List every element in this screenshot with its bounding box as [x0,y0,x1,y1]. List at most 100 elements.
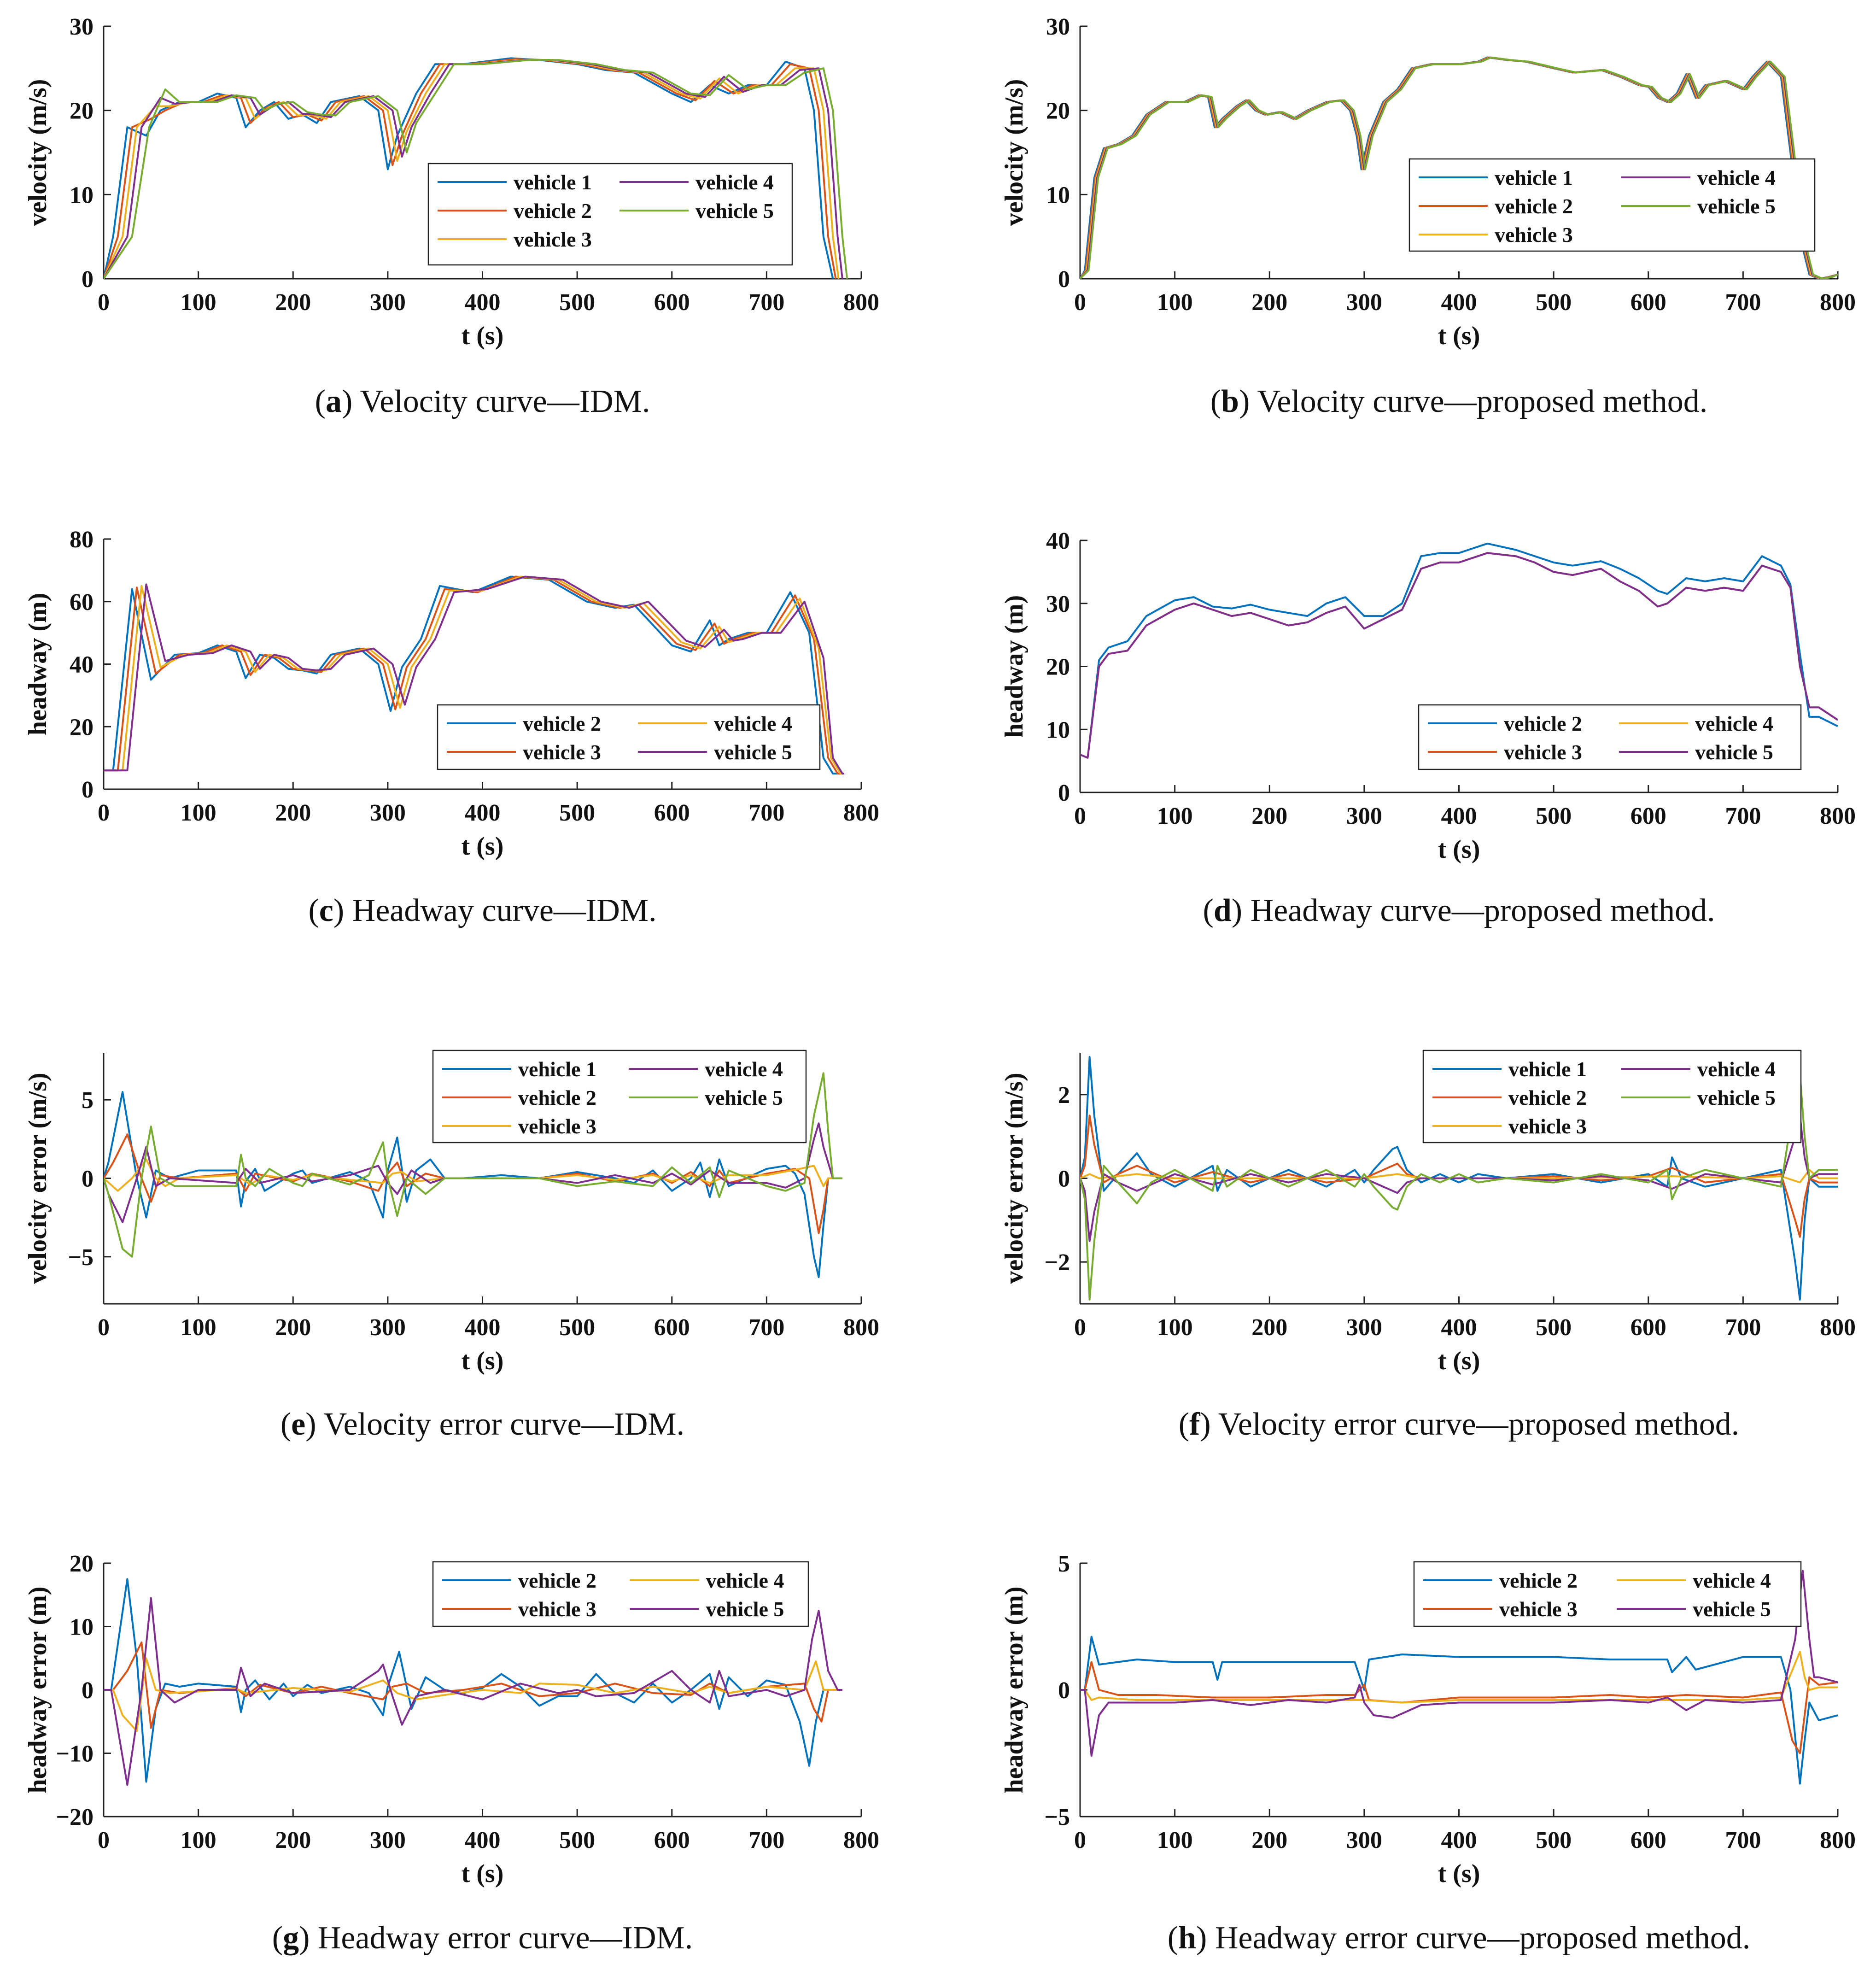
x-tick-label: 300 [370,1314,406,1341]
x-tick-label: 300 [1346,1827,1382,1853]
legend-label: vehicle 3 [518,1597,596,1621]
x-tick-label: 700 [748,1827,784,1853]
x-tick-label: 400 [1441,803,1477,829]
y-tick-label: 30 [70,14,94,40]
legend-label: vehicle 2 [518,1086,596,1109]
caption-text: Velocity curve—IDM. [360,384,650,419]
x-tick-label: 500 [1536,1827,1572,1853]
x-tick-label: 200 [1251,289,1287,316]
y-axis-label: headway error (m) [23,1587,52,1794]
x-tick-label: 200 [275,289,311,316]
series-line-vehicle-1 [1080,1056,1838,1301]
x-tick-label: 0 [1074,1827,1086,1853]
caption-letter: f [1189,1407,1200,1442]
y-tick-label: 2 [1058,1082,1070,1108]
x-tick-label: 0 [98,1827,110,1853]
x-tick-label: 200 [1251,1314,1287,1341]
x-tick-label: 100 [1157,1827,1193,1853]
y-tick-label: −20 [56,1804,94,1830]
legend-label: vehicle 2 [1499,1569,1578,1592]
x-axis-label: t (s) [1438,1859,1480,1888]
x-tick-label: 0 [98,1314,110,1341]
legend-label: vehicle 3 [1504,740,1582,764]
x-tick-label: 700 [748,1314,784,1341]
legend-label: vehicle 3 [1499,1597,1578,1621]
chart-panel-e: 0 100 200 300 400 500 600 700 800 −5 0 5 t (s) veloci… [23,1050,879,1375]
legend-label: vehicle 4 [705,1057,783,1081]
x-tick-label: 700 [1725,289,1761,316]
y-tick-label: 10 [70,182,94,208]
y-tick-label: 80 [70,527,94,553]
x-tick-label: 300 [1346,803,1382,829]
x-tick-label: 200 [275,1314,311,1341]
caption-text: Headway error curve—IDM. [317,1920,693,1956]
x-tick-label: 500 [1536,803,1572,829]
chart-panel-a: 0 100 200 300 400 500 600 700 800 0 10 20 30 t (s) vel… [23,14,879,350]
x-tick-label: 600 [1631,803,1666,829]
chart-panel-g: 0 100 200 300 400 500 600 700 800 −20 −10 0 10 20 t (s… [23,1551,879,1888]
x-tick-label: 500 [559,1314,595,1341]
y-axis-label: headway (m) [23,593,52,736]
x-tick-label: 300 [370,800,406,826]
y-axis-label: velocity error (m/s) [23,1073,52,1284]
legend-label: vehicle 3 [523,740,601,764]
caption-g: (g) Headway error curve—IDM. [272,1920,693,1956]
series-line-vehicle-3 [1080,1661,1838,1754]
y-tick-label: 60 [70,589,94,616]
series-group [1080,1570,1838,1785]
y-tick-label: 20 [1046,98,1070,124]
y-tick-label: 10 [1046,717,1070,743]
caption-text: Headway curve—IDM. [352,893,657,928]
caption-letter: h [1178,1920,1197,1956]
x-axis-label: t (s) [462,1859,504,1888]
chart-panel-b: 0 100 200 300 400 500 600 700 800 0 10 20 30 t (s) vel… [1000,14,1856,350]
x-tick-label: 500 [1536,289,1572,316]
x-axis-label: t (s) [1438,1347,1480,1375]
series-group [104,1072,842,1278]
x-tick-label: 800 [843,800,879,826]
y-tick-label: −5 [1044,1804,1070,1830]
series-line-vehicle-5 [1080,56,1838,279]
y-tick-label: 20 [70,1551,94,1577]
series-line-vehicle-4 [104,575,842,775]
x-tick-label: 800 [843,289,879,316]
series-line-vehicle-2 [1080,1636,1838,1785]
x-tick-label: 800 [843,1314,879,1341]
series-line-vehicle-5 [1080,1073,1838,1301]
legend: vehicle 1 vehicle 4 vehicle 2 vehicle 5 vehi… [1408,158,1816,252]
x-tick-label: 0 [1074,289,1086,316]
y-tick-label: 20 [70,98,94,124]
x-tick-label: 0 [1074,803,1086,829]
x-tick-label: 600 [654,1827,690,1853]
series-line-vehicle-4 [104,1657,842,1732]
caption-letter: e [291,1407,306,1442]
x-tick-label: 800 [1820,1314,1856,1341]
legend-label: vehicle 4 [1695,712,1773,735]
y-tick-label: 0 [1058,1166,1070,1192]
y-tick-label: 5 [1058,1551,1070,1577]
x-tick-label: 300 [370,1827,406,1853]
caption-a: (a) Velocity curve—IDM. [315,384,650,419]
x-tick-label: 800 [843,1827,879,1853]
legend-label: vehicle 4 [1693,1569,1771,1592]
legend: vehicle 1 vehicle 4 vehicle 2 vehicle 5 vehi… [427,163,793,266]
x-tick-label: 400 [465,1314,501,1341]
y-tick-label: 10 [70,1614,94,1641]
x-tick-label: 600 [1631,1314,1666,1341]
x-tick-label: 100 [181,1314,216,1341]
y-axis-label: headway (m) [1000,595,1029,738]
legend-label: vehicle 5 [705,1086,783,1109]
legend-label: vehicle 2 [523,712,601,735]
series-line-vehicle-5 [1080,1570,1838,1757]
legend: vehicle 2 vehicle 4 vehicle 3 vehicle 5 [432,1561,809,1627]
x-tick-label: 400 [465,800,501,826]
x-tick-label: 100 [181,1827,216,1853]
caption-letter: b [1221,384,1239,419]
legend-label: vehicle 3 [518,1114,596,1138]
x-tick-label: 600 [654,800,690,826]
x-tick-label: 700 [1725,1314,1761,1341]
y-axis-label: headway error (m) [1000,1587,1029,1794]
x-tick-label: 800 [1820,803,1856,829]
